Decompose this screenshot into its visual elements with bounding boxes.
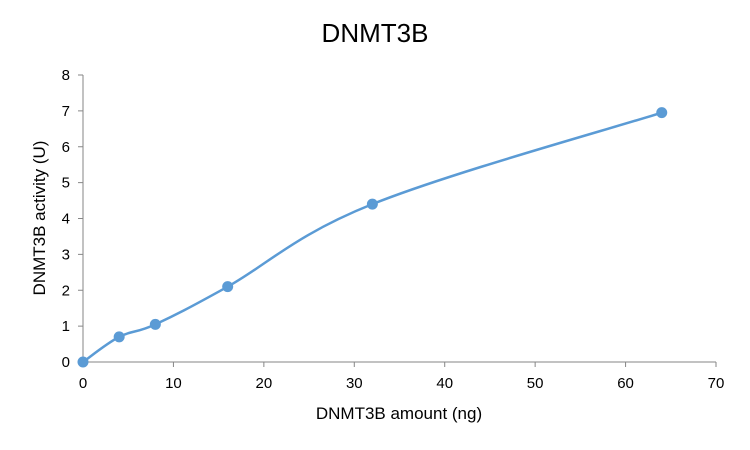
y-tick-label: 6 xyxy=(62,139,70,156)
y-tick-label: 3 xyxy=(62,246,70,263)
y-tick-label: 2 xyxy=(62,282,70,299)
y-tick-label: 5 xyxy=(62,175,70,192)
x-tick-label: 20 xyxy=(256,375,273,392)
data-point-marker xyxy=(656,107,668,119)
y-tick-label: 1 xyxy=(62,318,70,335)
y-tick-labels: 0 1 2 3 4 5 6 7 8 xyxy=(62,67,70,371)
data-point-marker xyxy=(149,318,161,330)
x-tick-label: 70 xyxy=(708,375,725,392)
axes xyxy=(78,74,717,367)
y-tick-label: 4 xyxy=(62,211,70,228)
x-tick-label: 40 xyxy=(436,375,453,392)
y-tick-label: 8 xyxy=(62,67,70,84)
series-line xyxy=(82,111,663,364)
data-point-marker xyxy=(366,198,378,210)
data-point-marker xyxy=(222,281,234,293)
y-tick-label: 7 xyxy=(62,103,70,120)
chart-title: DNMT3B xyxy=(322,18,429,48)
series-layer xyxy=(77,107,668,368)
x-tick-label: 0 xyxy=(79,375,87,392)
x-tick-label: 10 xyxy=(165,375,182,392)
data-point-marker xyxy=(77,356,89,368)
x-tick-label: 60 xyxy=(617,375,634,392)
y-tick-label: 0 xyxy=(62,354,70,371)
x-tick-label: 30 xyxy=(346,375,363,392)
x-tick-label: 50 xyxy=(527,375,544,392)
x-tick-labels: 0 10 20 30 40 50 60 70 xyxy=(79,375,725,392)
y-axis-title: DNMT3B activity (U) xyxy=(30,141,49,296)
x-axis-title: DNMT3B amount (ng) xyxy=(316,404,482,423)
data-point-marker xyxy=(113,331,125,343)
